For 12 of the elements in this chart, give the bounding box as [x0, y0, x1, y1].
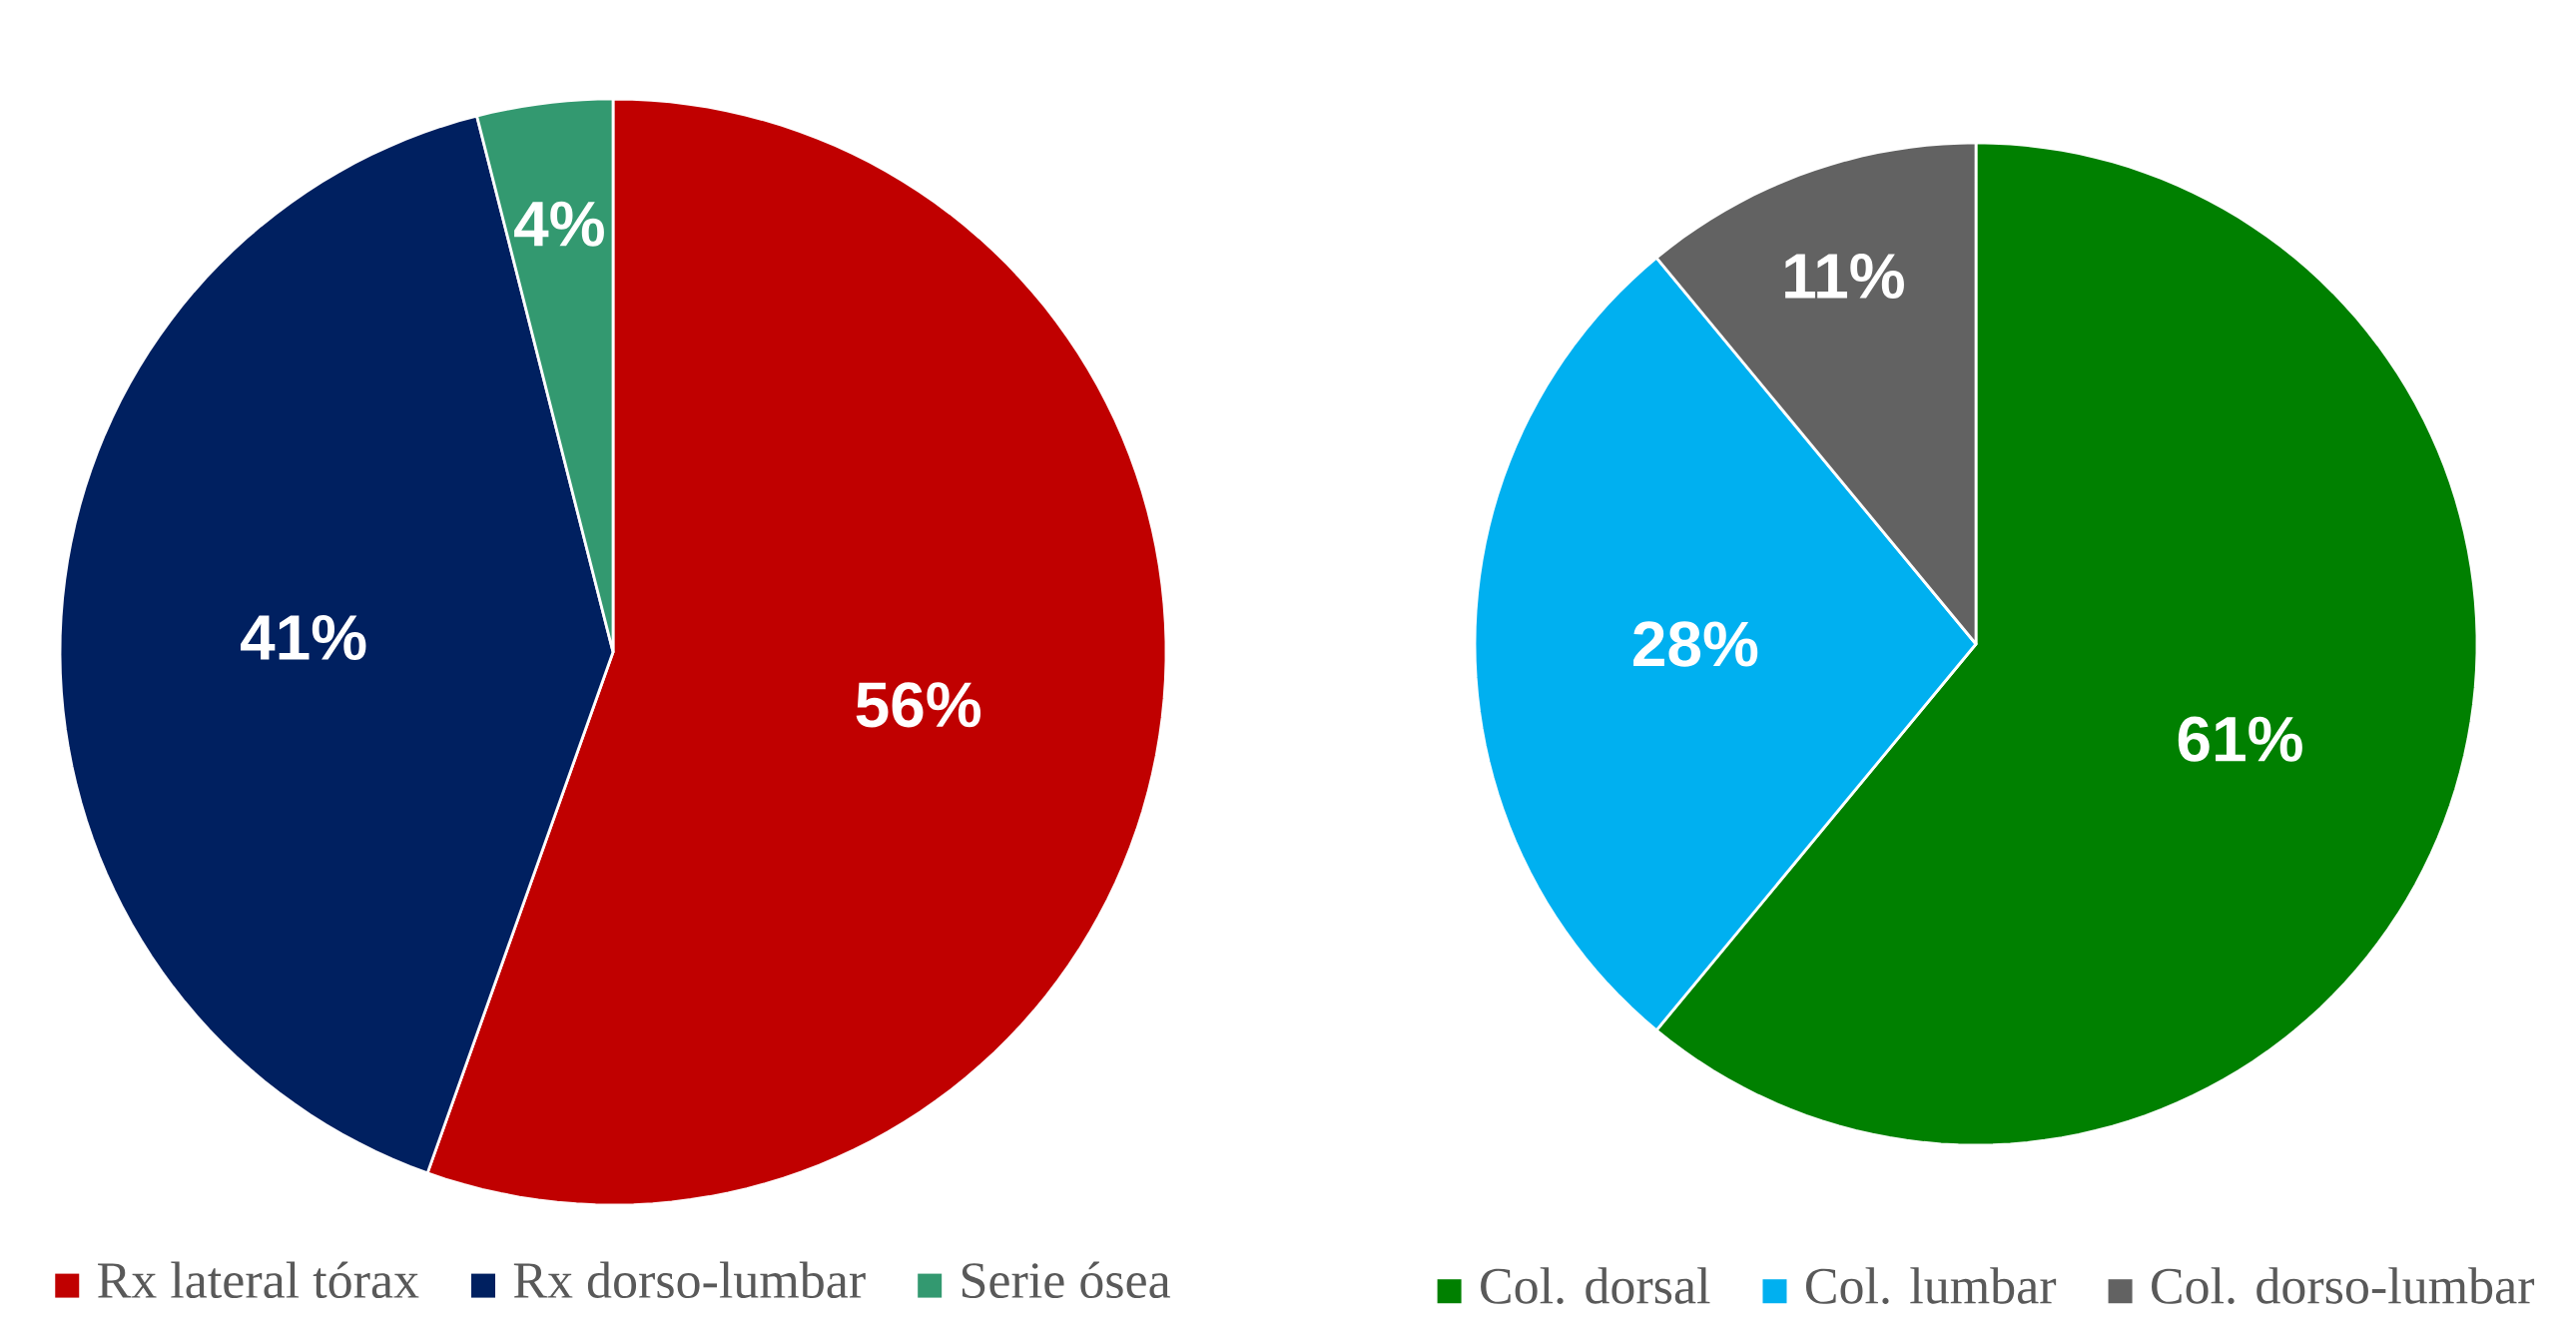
- data-label: 41%: [241, 615, 366, 661]
- data-label: 28%: [1633, 621, 1758, 667]
- data-label: 4%: [514, 201, 604, 247]
- data-label: 61%: [2178, 716, 2302, 762]
- legend-label: Col. dorso-lumbar: [2152, 1267, 2535, 1304]
- legend-label: Rx lateral tórax: [98, 1261, 419, 1299]
- data-label: 11%: [1785, 254, 1904, 300]
- data-label: 56%: [856, 682, 981, 728]
- legend-label: Col. lumbar: [1805, 1267, 2057, 1304]
- legend-label: Col. dorsal: [1481, 1267, 1710, 1304]
- legend-label: Rx dorso-lumbar: [513, 1261, 866, 1299]
- legend-label: Serie ósea: [962, 1261, 1171, 1299]
